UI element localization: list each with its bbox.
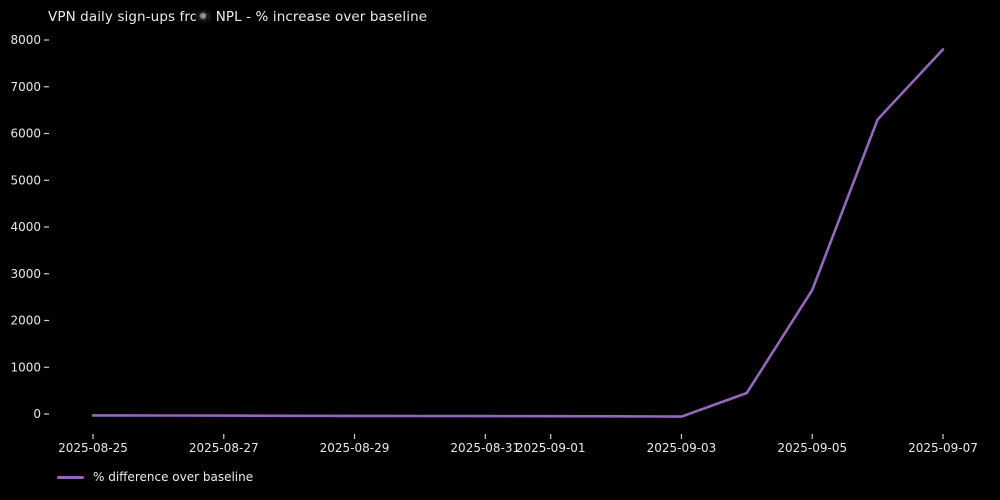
x-tick-label: 2025-08-27 [189,441,259,455]
y-tick-label: 7000 [10,80,41,94]
y-tick-label: 0 [33,407,41,421]
y-tick-label: 4000 [10,220,41,234]
y-tick-label: 2000 [10,314,41,328]
x-tick-label: 2025-08-25 [58,441,128,455]
x-tick-label: 2025-09-01 [516,441,586,455]
legend: % difference over baseline [57,470,253,484]
y-tick-label: 3000 [10,267,41,281]
y-tick-label: 8000 [10,33,41,47]
x-tick-label: 2025-09-03 [647,441,717,455]
x-tick-label: 2025-08-29 [320,441,390,455]
mouse-cursor [195,10,213,24]
x-tick-label: 2025-08-31 [450,441,520,455]
y-tick-label: 1000 [10,360,41,374]
legend-line-swatch [57,475,84,479]
x-tick-label: 2025-09-05 [777,441,847,455]
x-tick-label: 2025-09-07 [908,441,978,455]
y-tick-label: 5000 [10,173,41,187]
series-line [91,48,945,418]
legend-label: % difference over baseline [93,470,254,484]
chart-title: VPN daily sign-ups from NPL - % increase… [48,9,428,25]
y-tick-label: 6000 [10,127,41,141]
